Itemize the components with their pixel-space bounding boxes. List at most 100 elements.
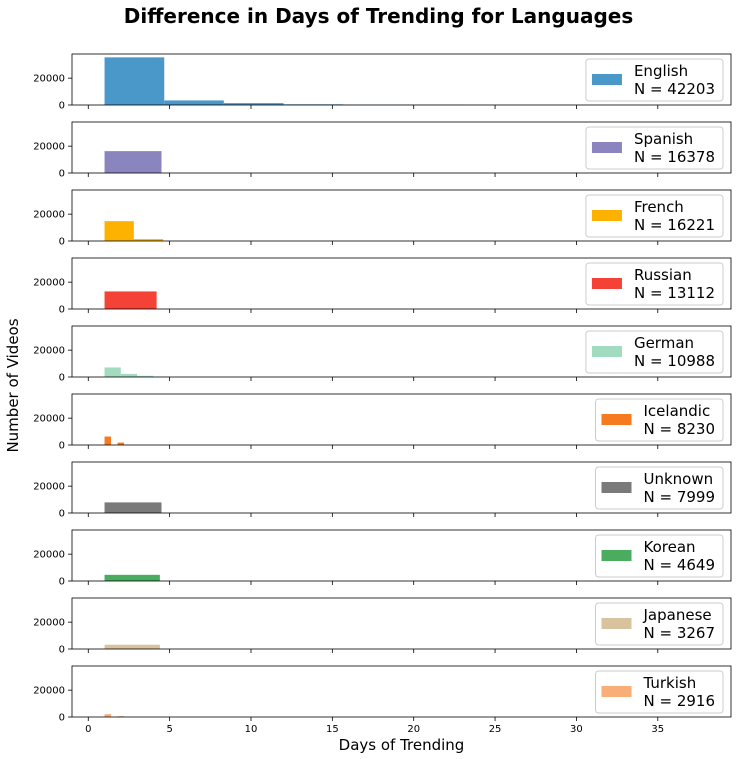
legend-label: English (634, 62, 688, 80)
legend-count: N = 13112 (634, 284, 715, 302)
legend-label: French (634, 198, 684, 216)
y-tick-label: 20000 (33, 278, 65, 289)
subplot-frame (71, 189, 732, 242)
legend-label: Russian (634, 266, 692, 284)
subplot-frame (71, 121, 732, 174)
legend-count: N = 42203 (634, 80, 715, 98)
y-tick-label: 0 (59, 713, 65, 724)
y-tick-label: 20000 (33, 74, 65, 85)
y-tick-label: 20000 (33, 142, 65, 153)
y-tick-label: 20000 (33, 550, 65, 561)
legend-count: N = 4649 (644, 556, 716, 574)
legend-label: Japanese (643, 606, 712, 624)
bar-russian-0 (104, 291, 157, 309)
bar-japanese-0 (104, 644, 160, 649)
bar-french-1 (133, 239, 164, 241)
y-tick-label: 20000 (33, 210, 65, 221)
bar-english-1 (164, 100, 224, 105)
legend-count: N = 2916 (644, 692, 716, 710)
legend-label: Unknown (644, 470, 714, 488)
bar-german-1 (120, 373, 138, 377)
legend-count: N = 3267 (644, 624, 716, 642)
y-tick-label: 0 (59, 645, 65, 656)
legend-swatch (591, 278, 622, 289)
legend-box (595, 670, 724, 714)
legend-box (585, 262, 724, 306)
x-tick-label: 30 (570, 724, 583, 735)
x-tick-label: 25 (489, 724, 502, 735)
y-tick-label: 20000 (33, 482, 65, 493)
legend-label: Icelandic (644, 402, 711, 420)
subplot-frame (71, 461, 732, 514)
legend-swatch (601, 618, 632, 629)
legend-box (585, 58, 724, 102)
legend-swatch (591, 210, 622, 221)
bar-korean-0 (104, 574, 160, 581)
bar-unknown-0 (104, 502, 162, 513)
bar-german-0 (104, 367, 121, 377)
legend-swatch (591, 346, 622, 357)
legend-count: N = 16378 (634, 148, 715, 166)
x-tick-label: 35 (651, 724, 664, 735)
y-tick-label: 20000 (33, 618, 65, 629)
legend-swatch (601, 414, 632, 425)
bar-french-0 (104, 221, 134, 241)
x-tick-label: 5 (166, 724, 172, 735)
subplot-frame (71, 257, 732, 310)
subplot-frame (71, 529, 732, 582)
legend-count: N = 7999 (644, 488, 716, 506)
chart-title: Difference in Days of Trending for Langu… (123, 4, 634, 28)
y-tick-label: 0 (59, 101, 65, 112)
subplot-frame (71, 393, 732, 446)
legend-box (595, 602, 724, 646)
legend-swatch (601, 482, 632, 493)
x-tick-label: 20 (407, 724, 420, 735)
legend-box (585, 126, 724, 170)
bar-german-2 (137, 375, 154, 377)
legend-box (585, 330, 724, 374)
legend-label: Turkish (643, 674, 697, 692)
x-tick-label: 10 (245, 724, 258, 735)
subplot-frame (71, 665, 732, 718)
y-tick-label: 0 (59, 237, 65, 248)
legend-box (585, 194, 724, 238)
bar-english-0 (104, 57, 165, 105)
subplot-frame (71, 53, 732, 106)
x-tick-label: 15 (326, 724, 339, 735)
legend-swatch (601, 550, 632, 561)
y-tick-label: 0 (59, 305, 65, 316)
legend-label: Korean (644, 538, 696, 556)
y-tick-label: 0 (59, 577, 65, 588)
y-axis-label: Number of Videos (4, 318, 22, 452)
legend-swatch (601, 686, 632, 697)
bar-spanish-0 (104, 151, 162, 173)
legend-box (595, 534, 724, 578)
x-axis-label: Days of Trending (339, 736, 465, 754)
legend-count: N = 16221 (634, 216, 715, 234)
legend-count: N = 10988 (634, 352, 715, 370)
subplot-frame (71, 597, 732, 650)
bar-turkish-1 (117, 716, 125, 717)
bar-turkish-0 (104, 714, 112, 717)
y-tick-label: 0 (59, 509, 65, 520)
legend-label: Spanish (634, 130, 693, 148)
